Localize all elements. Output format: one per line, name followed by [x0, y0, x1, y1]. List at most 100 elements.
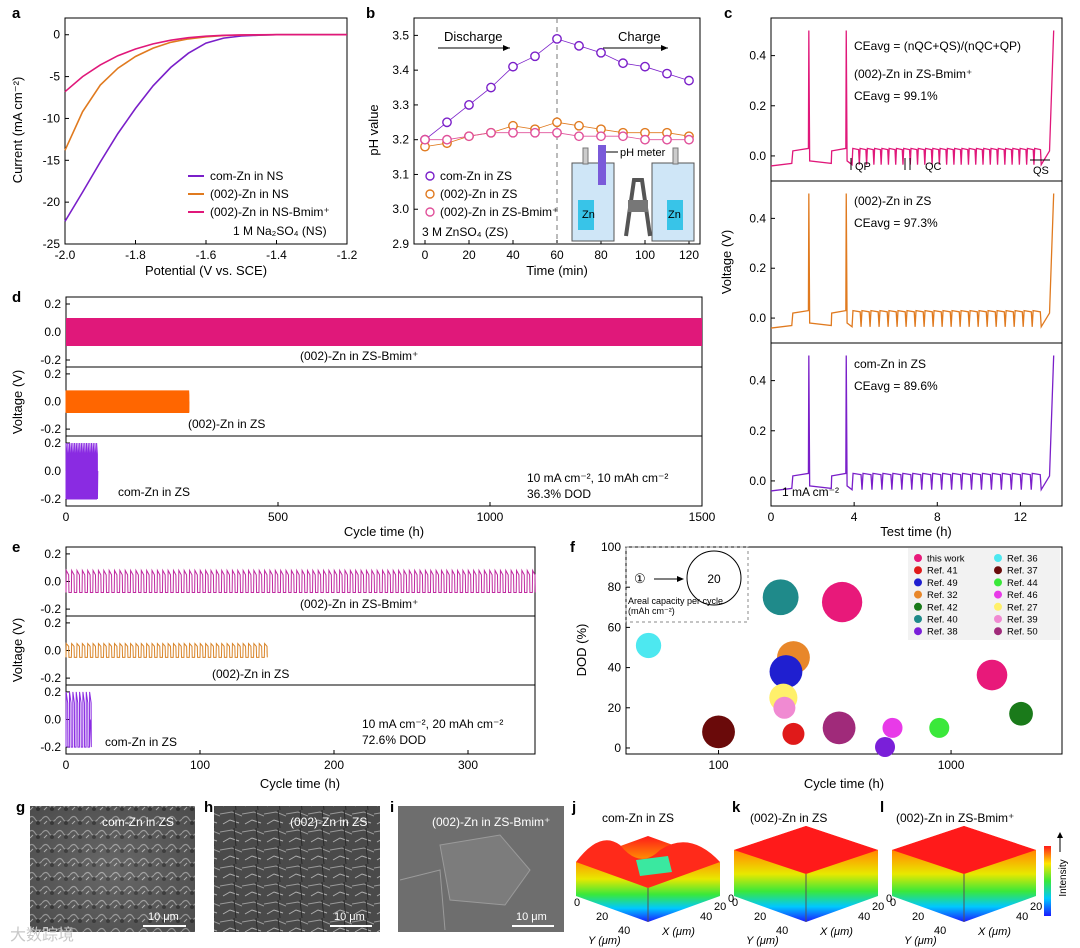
- panel-f-legend-marker: [914, 615, 922, 623]
- panel-b-series-2-point: [464, 131, 474, 142]
- x-tick-label: 0: [63, 758, 70, 772]
- panel-b-series-2-point: [530, 127, 540, 138]
- qs-label: QS: [1033, 165, 1049, 177]
- panel-e-series-1-label: (002)-Zn in ZS: [212, 667, 289, 681]
- panel-b-series-0-point: [684, 75, 694, 86]
- sem-h-caption: (002)-Zn in ZS: [290, 815, 367, 829]
- panel-f-point-6: [773, 696, 796, 719]
- panel-b-series-2-point: [442, 134, 452, 145]
- pd-series-2-line: [65, 442, 99, 500]
- y-tick-label: -0.2: [40, 671, 61, 685]
- panel-f-legend-label: Ref. 49: [927, 578, 958, 589]
- x-tick-label: 120: [679, 248, 699, 262]
- profile-l-top: [892, 826, 1036, 874]
- panel-f-legend-label: Ref. 46: [1007, 590, 1038, 601]
- ph-meter-label: pH meter: [620, 147, 666, 159]
- panel-c-series-0-line: [770, 30, 1055, 167]
- y-tick-label: 3.0: [392, 202, 409, 216]
- panel-f-legend-marker: [994, 578, 1002, 587]
- panel-b-legend-marker: [425, 171, 435, 181]
- panel-label-f: f: [570, 539, 576, 556]
- panel-label-g: g: [16, 799, 25, 816]
- panel-b-series-2-point: [420, 134, 430, 145]
- panel-b-series-0-point: [596, 47, 606, 58]
- panel-c-series-2-line: [770, 355, 1055, 492]
- profile-y-axis-label: Y (μm): [588, 935, 621, 947]
- panel-d-ylabel: Voltage (V): [10, 370, 25, 434]
- panel-b-xlabel: Time (min): [526, 263, 588, 278]
- panel-f-legend-label: Ref. 39: [1007, 615, 1038, 626]
- y-tick-label: 0.0: [44, 464, 61, 478]
- panel-b-series-0-point: [464, 100, 474, 110]
- panel-a-series-2-line: [64, 33, 347, 93]
- y-tick-label: -0.2: [40, 492, 61, 506]
- panel-f-legend-label: Ref. 40: [927, 615, 958, 626]
- panel-label-e: e: [12, 539, 20, 556]
- panel-d-xlabel: Cycle time (h): [344, 524, 424, 539]
- x-tick-label: -1.8: [125, 248, 146, 262]
- inset-marker: ①: [634, 571, 646, 586]
- profile-x-tick: 40: [858, 911, 870, 923]
- panel-f-xlabel: Cycle time (h): [804, 776, 884, 791]
- panel-d-condition-2: 36.3% DOD: [527, 487, 591, 501]
- panel-c-series-1-line: [770, 193, 1055, 329]
- y-tick-label: 60: [608, 620, 622, 634]
- panel-f-legend-marker: [994, 590, 1002, 599]
- panel-f-legend-label: Ref. 32: [927, 590, 958, 601]
- panel-b-electrolyte-note: 3 M ZnSO₄ (ZS): [422, 225, 508, 239]
- intensity-colorbar: [1044, 846, 1051, 916]
- panel-d-condition-1: 10 mA cm⁻², 10 mAh cm⁻²: [527, 471, 668, 485]
- panel-f-point-7: [782, 722, 805, 745]
- sem-g-scale: 10 μm: [148, 911, 179, 923]
- y-tick-label: 0.4: [749, 374, 766, 388]
- panel-f-legend-label: Ref. 50: [1007, 627, 1038, 638]
- inset-caption-box: Areal capacity per cycle (mAh cm⁻²): [628, 596, 723, 616]
- right-electrode: [667, 200, 683, 230]
- profile-x-axis-label: X (μm): [819, 926, 853, 938]
- y-tick-label: 0: [53, 28, 60, 42]
- ce-formula-text: CEavg = (nQC+QS)/(nQC+QP): [854, 39, 1021, 53]
- x-tick-label: 1000: [938, 758, 965, 772]
- profile-k-caption: (002)-Zn in ZS: [750, 811, 827, 825]
- panel-f-legend-label: Ref. 36: [1007, 554, 1038, 565]
- panel-label-j: j: [571, 799, 576, 816]
- panel-b-series-0-point: [508, 61, 518, 72]
- panel-d-chart: 0 500 1000 1500-0.20.00.2-0.20.00.2-0.20.00…: [10, 296, 716, 539]
- y-tick-label: -0.2: [40, 740, 61, 754]
- sem-g-caption: com-Zn in ZS: [102, 815, 174, 829]
- panel-f-point-13: [929, 717, 950, 738]
- qc-label: QC: [925, 161, 942, 173]
- y-tick-label: 0.2: [44, 616, 61, 630]
- y-tick-label: 40: [608, 661, 622, 675]
- profile-maps: com-Zn in ZS (002)-Zn in ZS (002)-Zn in …: [574, 811, 1069, 947]
- x-tick-label: 8: [934, 510, 941, 524]
- panel-b-ylabel: pH value: [366, 104, 381, 155]
- panel-b-legend-label: (002)-Zn in ZS-Bmim⁺: [440, 205, 558, 219]
- profile-x-tick: 20: [714, 901, 726, 913]
- panel-label-a: a: [12, 5, 21, 22]
- y-tick-label: 0.0: [44, 644, 61, 658]
- watermark: 大数踪境: [10, 925, 74, 944]
- ph-meter-probe: [598, 145, 606, 185]
- x-tick-label: 40: [506, 248, 520, 262]
- profile-k: (002)-Zn in ZS: [734, 811, 878, 922]
- panel-label-i: i: [390, 799, 394, 816]
- y-tick-label: -15: [43, 153, 61, 167]
- panel-f-point-8: [702, 715, 735, 749]
- sem-h-scale: 10 μm: [334, 911, 365, 923]
- pd-series-0-band: [66, 318, 702, 346]
- x-tick-label: 12: [1014, 510, 1028, 524]
- y-tick-label: 0.0: [44, 575, 61, 589]
- profile-y-tick: 40: [934, 925, 946, 937]
- profile-x-tick: 40: [1016, 911, 1028, 923]
- sem-i-grain: [439, 834, 531, 906]
- panel-f-legend-label: Ref. 27: [1007, 602, 1038, 613]
- x-tick-label: 500: [268, 510, 288, 524]
- panel-e-xlabel: Cycle time (h): [260, 776, 340, 791]
- panel-f-legend-marker: [914, 566, 922, 575]
- x-tick-label: 20: [462, 248, 476, 262]
- sem-images: com-Zn in ZS 10 μm (002)-Zn in ZS 10 μm …: [30, 806, 564, 932]
- panel-d-series-2-label: com-Zn in ZS: [118, 485, 190, 499]
- y-tick-label: 3.2: [392, 133, 409, 147]
